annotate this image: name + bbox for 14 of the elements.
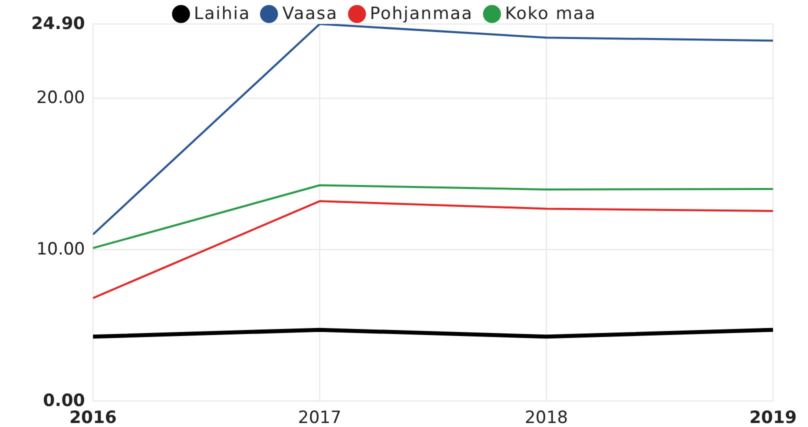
line-series xyxy=(93,200,773,300)
legend-label: Vaasa xyxy=(282,4,338,24)
y-tick-label: 10.00 xyxy=(36,240,85,260)
y-tick-label: 20.00 xyxy=(36,88,85,108)
x-tick-label: 2019 xyxy=(749,408,797,427)
y-tick-label: 0.00 xyxy=(43,391,86,411)
legend-label: Pohjanmaa xyxy=(370,4,473,24)
legend-label: Laihia xyxy=(194,4,250,24)
x-tick-label: 2016 xyxy=(69,408,117,427)
x-tick-label: 2017 xyxy=(298,408,342,427)
line-series xyxy=(93,184,773,250)
y-tick-label: 24.90 xyxy=(31,14,86,34)
x-tick-label: 2018 xyxy=(524,408,568,427)
legend-label: Koko maa xyxy=(504,4,596,24)
